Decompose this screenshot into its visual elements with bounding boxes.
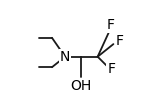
Text: F: F	[107, 18, 115, 32]
Text: F: F	[107, 62, 115, 76]
Text: N: N	[60, 50, 70, 64]
Text: OH: OH	[70, 79, 91, 93]
Text: F: F	[116, 34, 124, 48]
